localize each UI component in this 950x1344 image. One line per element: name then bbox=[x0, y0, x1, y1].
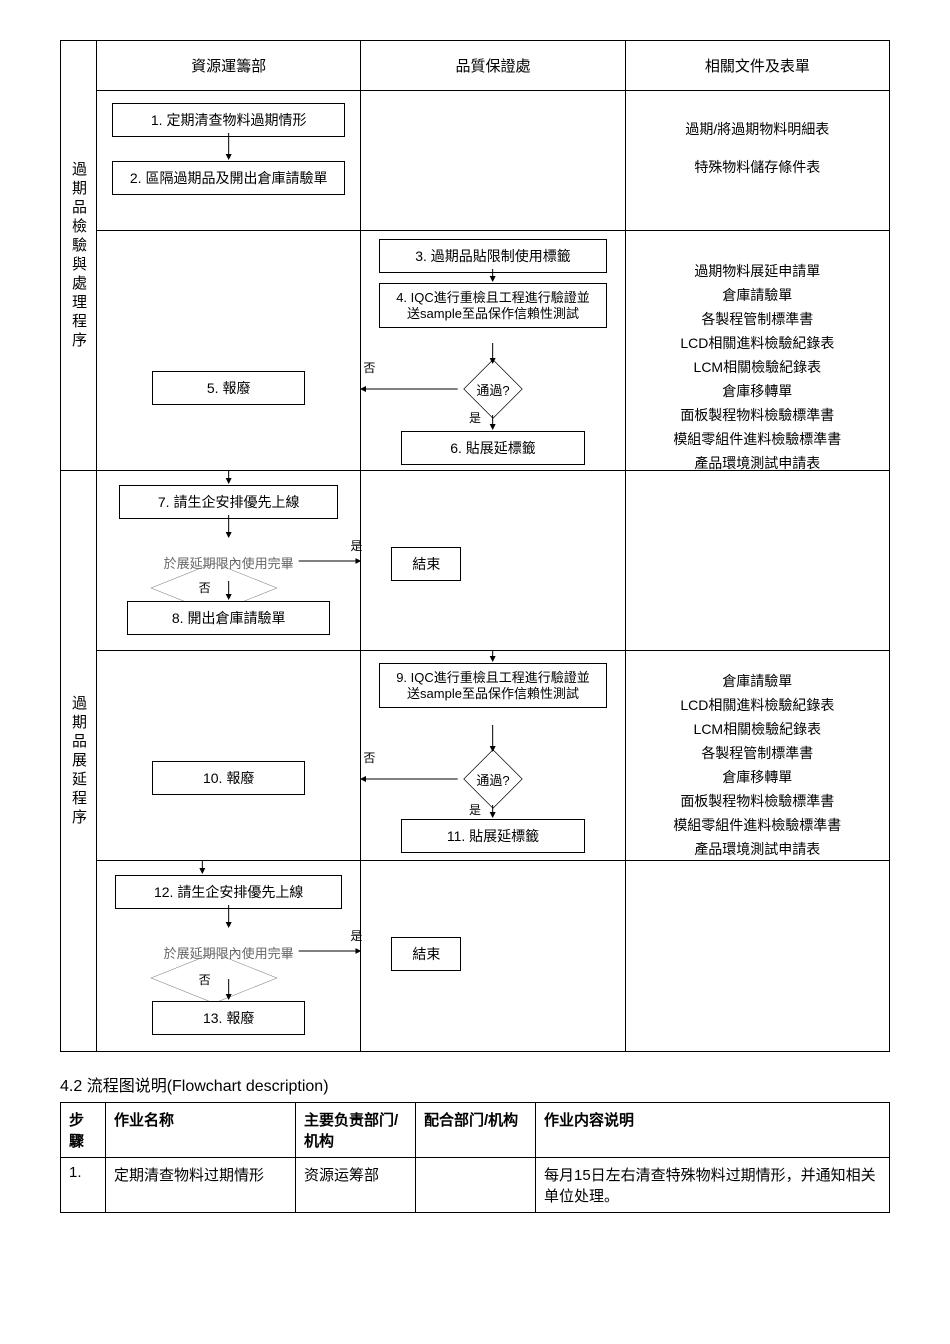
band-2: 5. 報廢 3. 過期品貼限制使用標籤 4. IQC進行重檢且工程進行驗證並送s… bbox=[97, 231, 889, 471]
th-step: 步驟 bbox=[61, 1103, 106, 1158]
box-3: 3. 過期品貼限制使用標籤 bbox=[379, 239, 606, 273]
td-main: 资源运筹部 bbox=[296, 1158, 416, 1213]
band-3: 7. 請生企安排優先上線 於展延期限內使用完畢 8. 開出倉庫請驗單 是 否 結… bbox=[97, 471, 889, 651]
box-13: 13. 報廢 bbox=[152, 1001, 305, 1035]
main-columns: 資源運籌部 品質保證處 相關文件及表單 1. 定期清查物料過期情形 2. 區隔過… bbox=[97, 41, 889, 1051]
doc-list-4: 倉庫請驗單 LCD相關進料檢驗紀錄表 LCM相關檢驗紀錄表 各製程管制標準書 倉… bbox=[636, 671, 879, 859]
band-1: 1. 定期清查物料過期情形 2. 區隔過期品及開出倉庫請驗單 過期/將過期物料明… bbox=[97, 91, 889, 231]
box-7: 7. 請生企安排優先上線 bbox=[119, 485, 338, 519]
section-title: 4.2 流程图说明(Flowchart description) bbox=[60, 1072, 890, 1096]
band5-col3 bbox=[626, 861, 889, 1051]
band2-col1: 5. 報廢 bbox=[97, 231, 361, 470]
label-yes: 是 bbox=[469, 409, 481, 426]
doc-list-2: 過期物料展延申請單 倉庫請驗單 各製程管制標準書 LCD相關進料檢驗紀錄表 LC… bbox=[636, 261, 879, 473]
box-12: 12. 請生企安排優先上線 bbox=[115, 875, 342, 909]
band1-col1: 1. 定期清查物料過期情形 2. 區隔過期品及開出倉庫請驗單 bbox=[97, 91, 361, 230]
doc-line: 特殊物料儲存條件表 bbox=[694, 157, 820, 177]
flowchart-container: 過期品檢驗與處理程序 過期品展延程序 資源運籌部 品質保證處 相關文件及表單 1… bbox=[60, 40, 890, 1052]
th-coop: 配合部门/机构 bbox=[416, 1103, 536, 1158]
side-column: 過期品檢驗與處理程序 過期品展延程序 bbox=[61, 41, 97, 1051]
band3-col3 bbox=[626, 471, 889, 650]
header-col-3: 相關文件及表單 bbox=[626, 41, 889, 90]
th-main: 主要负责部门/机构 bbox=[296, 1103, 416, 1158]
band4-col1: 10. 報廢 bbox=[97, 651, 361, 860]
band-4: 10. 報廢 9. IQC進行重檢且工程進行驗證並送sample至品保作信賴性測… bbox=[97, 651, 889, 861]
diamond-use-2: 於展延期限內使用完畢 bbox=[97, 943, 360, 962]
label-no: 否 bbox=[363, 749, 375, 766]
td-desc: 每月15日左右清查特殊物料过期情形，并通知相关单位处理。 bbox=[536, 1158, 890, 1213]
label-no: 否 bbox=[363, 359, 375, 376]
band3-col1: 7. 請生企安排優先上線 於展延期限內使用完畢 8. 開出倉庫請驗單 是 否 bbox=[97, 471, 361, 650]
box-5: 5. 報廢 bbox=[152, 371, 305, 405]
td-name: 定期清查物料过期情形 bbox=[106, 1158, 296, 1213]
band4-col2: 9. IQC進行重檢且工程進行驗證並送sample至品保作信賴性測試 通過? 1… bbox=[361, 651, 625, 860]
doc-line: 過期/將過期物料明細表 bbox=[685, 119, 829, 139]
table-header-row: 步驟 作业名称 主要负责部门/机构 配合部门/机构 作业内容说明 bbox=[61, 1103, 890, 1158]
band3-col2: 結束 bbox=[361, 471, 625, 650]
diamond-pass-2: 通過? bbox=[463, 749, 523, 809]
band1-col3: 過期/將過期物料明細表 特殊物料儲存條件表 bbox=[626, 91, 889, 230]
box-8: 8. 開出倉庫請驗單 bbox=[127, 601, 330, 635]
header-row: 資源運籌部 品質保證處 相關文件及表單 bbox=[97, 41, 889, 91]
band4-col3: 倉庫請驗單 LCD相關進料檢驗紀錄表 LCM相關檢驗紀錄表 各製程管制標準書 倉… bbox=[626, 651, 889, 860]
band5-col1: 12. 請生企安排優先上線 於展延期限內使用完畢 13. 報廢 是 否 bbox=[97, 861, 361, 1051]
band2-col3: 過期物料展延申請單 倉庫請驗單 各製程管制標準書 LCD相關進料檢驗紀錄表 LC… bbox=[626, 231, 889, 470]
box-end-2: 結束 bbox=[391, 937, 461, 971]
header-col-2: 品質保證處 bbox=[361, 41, 625, 90]
box-6: 6. 貼展延標籤 bbox=[401, 431, 584, 465]
label-no: 否 bbox=[199, 579, 211, 596]
band1-col2 bbox=[361, 91, 625, 230]
band-5: 12. 請生企安排優先上線 於展延期限內使用完畢 13. 報廢 是 否 結束 bbox=[97, 861, 889, 1051]
label-yes: 是 bbox=[469, 801, 481, 818]
box-1: 1. 定期清查物料過期情形 bbox=[112, 103, 345, 137]
band5-col2: 結束 bbox=[361, 861, 625, 1051]
box-9: 9. IQC進行重檢且工程進行驗證並送sample至品保作信賴性測試 bbox=[379, 663, 606, 708]
label-no: 否 bbox=[199, 971, 211, 988]
box-end-1: 結束 bbox=[391, 547, 461, 581]
side-label-bottom: 過期品展延程序 bbox=[61, 471, 96, 1051]
table-row: 1. 定期清查物料过期情形 资源运筹部 每月15日左右清查特殊物料过期情形，并通… bbox=[61, 1158, 890, 1213]
box-11: 11. 貼展延標籤 bbox=[401, 819, 584, 853]
header-col-1: 資源運籌部 bbox=[97, 41, 361, 90]
th-desc: 作业内容说明 bbox=[536, 1103, 890, 1158]
description-table: 步驟 作业名称 主要负责部门/机构 配合部门/机构 作业内容说明 1. 定期清查… bbox=[60, 1102, 890, 1213]
diamond-use-1: 於展延期限內使用完畢 bbox=[97, 553, 360, 572]
th-name: 作业名称 bbox=[106, 1103, 296, 1158]
box-2: 2. 區隔過期品及開出倉庫請驗單 bbox=[112, 161, 345, 195]
box-4: 4. IQC進行重檢且工程進行驗證並送sample至品保作信賴性測試 bbox=[379, 283, 606, 328]
td-coop bbox=[416, 1158, 536, 1213]
band2-col2: 3. 過期品貼限制使用標籤 4. IQC進行重檢且工程進行驗證並送sample至… bbox=[361, 231, 625, 470]
box-10: 10. 報廢 bbox=[152, 761, 305, 795]
side-label-top: 過期品檢驗與處理程序 bbox=[61, 41, 96, 471]
td-step: 1. bbox=[61, 1158, 106, 1213]
